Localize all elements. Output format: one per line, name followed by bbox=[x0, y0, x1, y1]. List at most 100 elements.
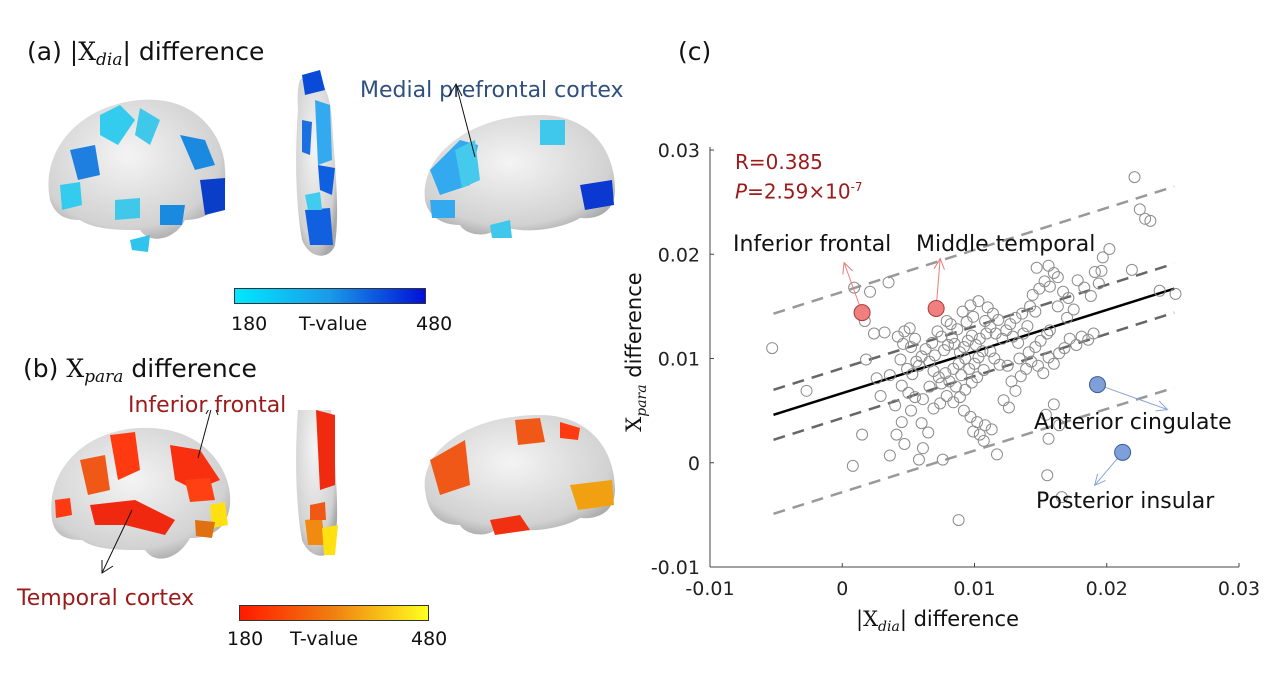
data-point bbox=[959, 383, 972, 396]
x-tick-label: -0.01 bbox=[685, 578, 734, 600]
data-point bbox=[948, 337, 961, 350]
data-point bbox=[1051, 300, 1064, 313]
data-point bbox=[1058, 342, 1071, 355]
data-point bbox=[1062, 292, 1075, 305]
data-point bbox=[957, 341, 970, 354]
data-point bbox=[940, 314, 953, 327]
data-point bbox=[1042, 432, 1055, 445]
highlighted-point bbox=[853, 304, 871, 322]
data-point bbox=[895, 379, 908, 392]
data-point bbox=[883, 369, 896, 382]
brain-dorsal-a bbox=[296, 70, 338, 256]
brain-row-a bbox=[48, 70, 615, 256]
brain-lateral-b bbox=[51, 427, 231, 559]
data-point bbox=[912, 453, 925, 466]
data-point bbox=[947, 396, 960, 409]
brain-row-b bbox=[51, 410, 615, 574]
data-point bbox=[919, 343, 932, 356]
data-point bbox=[957, 404, 970, 417]
data-point bbox=[1084, 289, 1097, 302]
highlight-arrowhead bbox=[1093, 473, 1106, 487]
data-point bbox=[1053, 419, 1066, 432]
data-point bbox=[977, 434, 990, 447]
label-posterior-insular: Posterior insular bbox=[1036, 489, 1215, 514]
data-point bbox=[895, 416, 908, 429]
brain-lateral-a bbox=[48, 99, 226, 252]
data-point bbox=[897, 337, 910, 350]
data-point bbox=[1009, 311, 1022, 324]
stats-p: P=2.59×10-7 bbox=[735, 175, 863, 205]
panel-a-title-prefix: |X bbox=[69, 37, 97, 66]
data-point bbox=[902, 386, 915, 399]
x-tick-label: 0 bbox=[836, 578, 848, 600]
data-point bbox=[848, 281, 861, 294]
colorbar-a bbox=[234, 288, 426, 304]
data-point bbox=[916, 442, 929, 455]
data-point bbox=[1125, 263, 1138, 276]
x-axis-label-suffix: | difference bbox=[899, 607, 1019, 631]
colorbar-a-min: 180 bbox=[231, 313, 268, 335]
x-tick-label: 0.02 bbox=[1086, 578, 1128, 600]
highlighted-point bbox=[927, 299, 945, 317]
data-point bbox=[908, 391, 921, 404]
data-point bbox=[1055, 491, 1068, 504]
highlight-arrow bbox=[1097, 384, 1168, 411]
stats-p-value: =2.59×10 bbox=[747, 179, 851, 204]
panel-a-title: (a) |Xdia| difference bbox=[27, 37, 264, 70]
x-axis-label-subscript: dia bbox=[878, 619, 900, 635]
data-point bbox=[1153, 284, 1166, 297]
colorbar-b-min: 180 bbox=[227, 628, 264, 650]
data-point bbox=[1096, 251, 1109, 264]
data-point bbox=[1047, 357, 1060, 370]
confidence-band-upper bbox=[773, 262, 1175, 391]
colorbar-a-max: 480 bbox=[416, 313, 453, 335]
annotation-temporal-cortex: Temporal cortex bbox=[17, 586, 195, 611]
data-point bbox=[1169, 287, 1182, 300]
data-point bbox=[903, 322, 916, 335]
colorbar-a-gradient bbox=[234, 288, 426, 304]
data-point bbox=[997, 394, 1010, 407]
data-point bbox=[1063, 332, 1076, 345]
data-point bbox=[906, 368, 919, 381]
data-point bbox=[927, 365, 940, 378]
data-point bbox=[972, 351, 985, 364]
data-point bbox=[942, 338, 955, 351]
data-point bbox=[889, 399, 902, 412]
data-point bbox=[1047, 398, 1060, 411]
label-inferior-frontal: Inferior frontal bbox=[733, 232, 892, 257]
data-point bbox=[973, 428, 986, 441]
data-point bbox=[1092, 277, 1105, 290]
data-point bbox=[935, 377, 948, 390]
regression-line bbox=[773, 287, 1175, 416]
confidence-band-lower bbox=[773, 311, 1175, 442]
data-point bbox=[1088, 265, 1101, 278]
data-point bbox=[856, 428, 869, 441]
y-tick-label: 0 bbox=[688, 453, 700, 475]
x-tick-label: 0.01 bbox=[953, 578, 995, 600]
colorbar-b-max: 480 bbox=[411, 628, 448, 650]
data-point bbox=[1070, 338, 1083, 351]
data-point bbox=[882, 276, 895, 289]
data-point bbox=[766, 342, 779, 355]
data-point bbox=[1001, 359, 1014, 372]
data-point bbox=[1005, 375, 1018, 388]
data-point bbox=[1029, 305, 1042, 318]
stats-p-exponent: -7 bbox=[850, 180, 863, 194]
data-point bbox=[846, 459, 859, 472]
data-point bbox=[922, 426, 935, 439]
data-point bbox=[1043, 324, 1056, 337]
prediction-band-upper bbox=[773, 185, 1175, 315]
data-point bbox=[800, 384, 813, 397]
data-point bbox=[949, 380, 962, 393]
data-point bbox=[916, 393, 929, 406]
x-tick-label: 0.03 bbox=[1218, 578, 1260, 600]
stats-r: R=0.385 bbox=[735, 150, 823, 174]
data-point bbox=[1128, 171, 1141, 184]
data-point bbox=[1042, 259, 1055, 272]
annotation-medial-prefrontal: Medial prefrontal cortex bbox=[360, 78, 624, 103]
data-point bbox=[1043, 280, 1056, 293]
data-point bbox=[1030, 261, 1043, 274]
data-point bbox=[993, 358, 1006, 371]
data-point bbox=[927, 402, 940, 415]
data-point bbox=[1078, 281, 1091, 294]
